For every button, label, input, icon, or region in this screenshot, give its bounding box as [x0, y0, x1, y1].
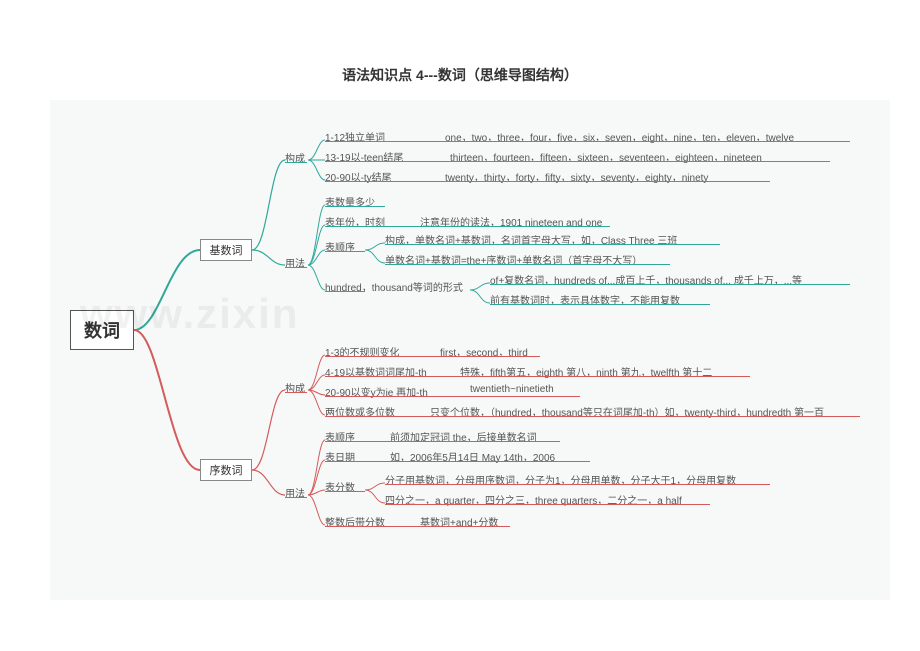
leaf-underline	[325, 181, 770, 182]
leaf-underline	[325, 416, 860, 417]
leaf-underline	[385, 244, 720, 245]
root-node: 数词	[70, 310, 134, 350]
leaf-underline	[325, 226, 610, 227]
page-title: 语法知识点 4---数词（思维导图结构）	[0, 0, 920, 100]
leaf-underline	[325, 526, 510, 527]
leaf-underline	[385, 504, 710, 505]
leaf-underline	[325, 161, 830, 162]
leaf-underline	[490, 284, 850, 285]
leaf-tail: twentieth~ninetieth	[470, 384, 554, 395]
branch-ordinal: 序数词	[200, 459, 252, 481]
leaf-underline	[325, 141, 850, 142]
leaf-underline	[325, 206, 385, 207]
mindmap-canvas: 数词 基数词 序数词 www.zixin 构成1-12独立单词one，two，t…	[50, 100, 890, 600]
leaf-underline	[325, 461, 590, 462]
leaf-underline	[490, 304, 710, 305]
leaf-underline	[325, 356, 540, 357]
leaf-underline	[325, 396, 580, 397]
leaf-underline	[325, 441, 560, 442]
leaf-underline	[325, 376, 750, 377]
branch-cardinal: 基数词	[200, 239, 252, 261]
leaf-underline	[385, 484, 770, 485]
leaf-underline	[385, 264, 670, 265]
